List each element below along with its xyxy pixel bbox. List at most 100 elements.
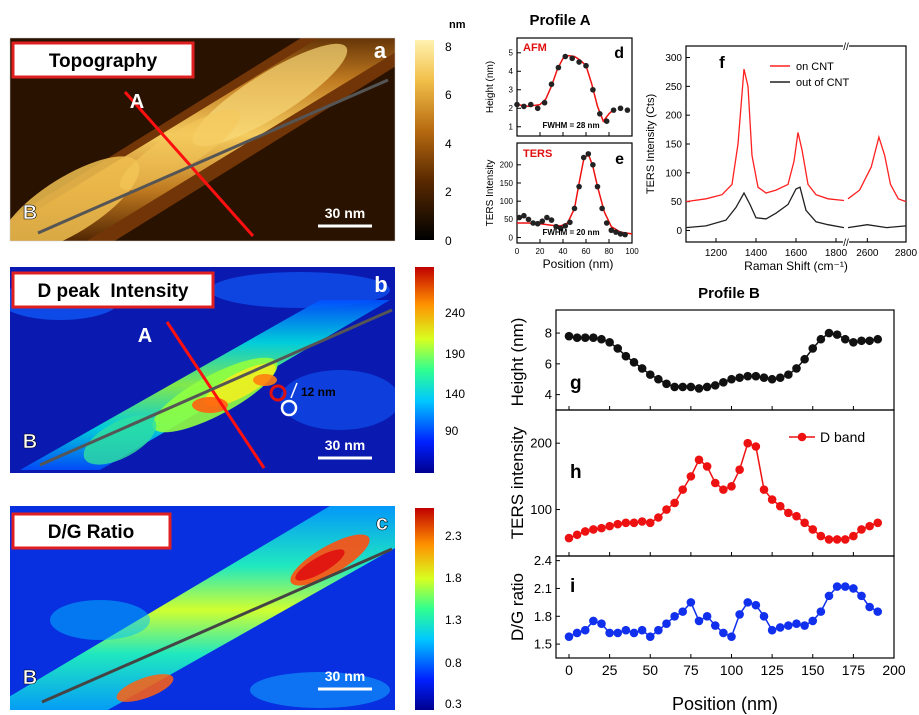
afm-data-point	[590, 86, 596, 93]
line-label-b: B	[23, 202, 37, 224]
dg-profile-point	[572, 628, 582, 638]
height-data-point	[597, 334, 606, 344]
ters-profile-point	[589, 525, 598, 534]
colorbar-dg-ratio: 2.3 1.8 1.3 0.8 0.3	[415, 508, 462, 711]
height-data-point	[694, 384, 704, 393]
chart-f-raman-spectra: 0 50 100 150 200 250 300 1200 1400 1600 1800 2600 28…	[645, 42, 918, 273]
spectrum-line-on-cnt	[685, 68, 845, 203]
fwhm-annotation: FWHM = 28 nm	[542, 121, 599, 130]
dg-profile-point	[832, 582, 842, 591]
height-data-point	[808, 344, 818, 353]
dg-profile-point	[865, 602, 874, 612]
height-data-point	[767, 374, 777, 384]
height-data-point	[637, 364, 647, 373]
legend-marker	[797, 432, 807, 442]
height-data-point	[857, 336, 866, 346]
ters-profile-point	[678, 485, 688, 494]
ters-profile-point	[621, 518, 631, 528]
y-axis-label: TERS Intensity	[485, 160, 496, 227]
ters-profile-point	[727, 482, 736, 491]
ters-profile-point	[800, 518, 809, 528]
ters-data-point	[544, 214, 550, 221]
scale-bar-label: 30 nm	[325, 437, 365, 453]
y-tick-label: 3	[509, 86, 514, 95]
panel-label-d: d	[614, 45, 624, 62]
distance-arrow	[290, 382, 298, 399]
x-tick-label: 100	[625, 247, 639, 256]
height-data-point	[719, 378, 728, 387]
ters-profile-point	[605, 521, 614, 531]
panel-label-e: e	[615, 151, 624, 168]
y-tick-label: 4	[545, 387, 552, 402]
x-tick-label: 2600	[856, 248, 879, 259]
dg-profile-point	[857, 591, 866, 601]
afm-data-point	[597, 111, 603, 117]
y-tick-label: 100	[500, 197, 514, 206]
scale-bar-label: 30 nm	[325, 668, 365, 684]
y-tick-label: 4	[509, 67, 514, 76]
distance-label: 12 nm	[301, 385, 336, 399]
ters-profile-point	[719, 485, 728, 494]
ters-profile-point	[613, 519, 623, 529]
profile-a-title: Profile A	[529, 12, 590, 29]
afm-data-point	[534, 105, 541, 112]
ters-profile-point	[564, 533, 574, 543]
y-tick-label: 2.1	[534, 581, 552, 596]
height-data-point	[865, 336, 874, 346]
panel-label-f: f	[719, 53, 725, 72]
dg-profile-point	[710, 621, 720, 630]
legend-label: out of CNT	[796, 77, 849, 89]
panel-label-a: a	[374, 38, 387, 63]
x-tick-label: 175	[842, 662, 866, 678]
line-label-a: A	[130, 91, 144, 113]
d-peak-title: D peak Intensity	[38, 281, 189, 302]
y-tick-label: 250	[665, 82, 682, 93]
dg-profile-point	[784, 621, 793, 630]
ters-profile-point	[670, 498, 679, 508]
y-tick-label: 5	[509, 49, 514, 58]
height-data-point	[759, 373, 769, 382]
ters-data-point	[608, 227, 615, 234]
afm-label: AFM	[523, 42, 547, 54]
map-topography: Topography a A B 30 nm	[9, 37, 396, 242]
x-tick-label: 125	[760, 662, 784, 678]
afm-data-point	[514, 101, 520, 108]
x-tick-label: 0	[565, 662, 573, 678]
y-tick-label: 150	[665, 140, 682, 151]
height-data-point	[784, 370, 793, 379]
y-tick-label: 0	[676, 226, 682, 237]
y-tick-label: 2	[509, 104, 514, 113]
colorbar-tick: 0.3	[445, 697, 462, 711]
dg-profile-point	[824, 591, 834, 601]
scale-bar-label: 30 nm	[325, 205, 365, 221]
topography-title-box	[11, 41, 195, 79]
ters-profile-point	[629, 518, 639, 528]
height-data-point	[670, 382, 679, 392]
y-tick-label: 100	[665, 168, 682, 179]
y-tick-label: 100	[530, 502, 552, 517]
dg-profile-point	[678, 607, 688, 616]
afm-data-point	[624, 107, 631, 113]
axis-break-mark: //	[843, 42, 849, 53]
colorbar-tick: 2.3	[445, 529, 462, 543]
colorbar-tick: 0	[445, 234, 452, 248]
profile-a-xlabel: Position (nm)	[543, 257, 614, 271]
y-tick-label: 300	[665, 53, 682, 64]
height-data-point	[572, 333, 582, 342]
dg-profile-point	[670, 611, 679, 621]
ters-label: TERS	[523, 148, 552, 160]
x-tick-label: 50	[642, 662, 658, 678]
colorbar-tick: 8	[445, 40, 452, 54]
line-label-b: B	[23, 431, 37, 453]
ters-profile-point	[580, 527, 590, 536]
height-data-point	[775, 373, 785, 382]
dg-profile-point	[605, 628, 614, 638]
ters-data-point	[599, 205, 605, 212]
x-tick-label: 20	[536, 247, 545, 256]
x-tick-label: 75	[683, 662, 699, 678]
y-tick-label: 50	[671, 197, 683, 208]
afm-data-point	[603, 118, 610, 125]
ters-profile-point	[792, 511, 801, 521]
ters-data-point	[613, 229, 619, 235]
panel-label-i: i	[570, 576, 575, 597]
